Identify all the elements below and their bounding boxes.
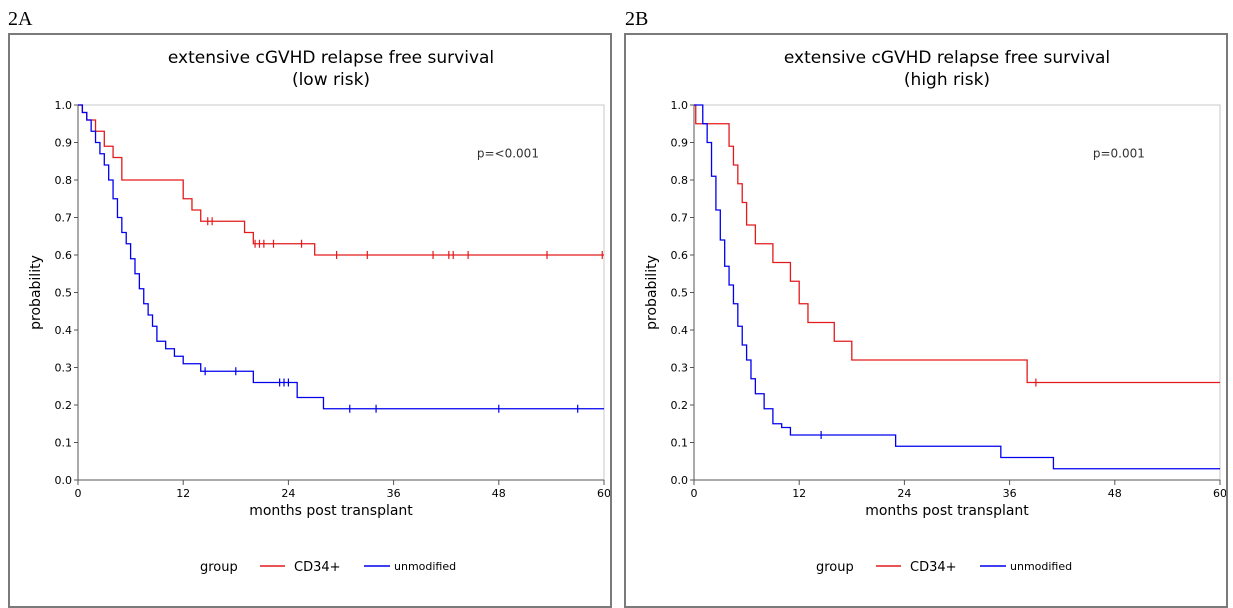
chart-title-line: (high risk): [904, 70, 990, 90]
series-line-unmodified: [78, 104, 604, 410]
series-line-unmodified: [694, 104, 1220, 470]
panel-label-2b: 2B: [625, 8, 649, 30]
chart-title-line: (low risk): [292, 70, 370, 90]
y-tick-label: 0.8: [671, 174, 689, 187]
legend-label-unmodified: unmodified: [1010, 560, 1072, 573]
x-axis-label: months post transplant: [249, 503, 413, 519]
y-tick-label: 1.0: [55, 99, 73, 112]
y-tick-label: 0.8: [55, 174, 73, 187]
y-tick-label: 0.5: [671, 287, 689, 300]
y-axis-label: probability: [28, 255, 44, 330]
chart-title-line: extensive cGVHD relapse free survival: [784, 48, 1110, 68]
y-axis-label: probability: [644, 255, 660, 330]
legend-title: group: [200, 560, 238, 575]
y-tick-label: 0.5: [55, 287, 73, 300]
panel-label-2a: 2A: [8, 8, 33, 30]
legend: group CD34+ unmodified: [816, 560, 1072, 575]
x-tick-label: 0: [691, 487, 698, 500]
x-tick-label: 24: [281, 487, 295, 500]
legend: group CD34+ unmodified: [200, 560, 456, 575]
y-tick-label: 0.9: [671, 137, 689, 150]
chart-title-line: extensive cGVHD relapse free survival: [168, 48, 494, 68]
y-tick-label: 0.7: [55, 212, 73, 225]
x-axis-label: months post transplant: [865, 503, 1029, 519]
y-tick-label: 0.1: [671, 437, 689, 450]
x-tick-label: 0: [75, 487, 82, 500]
legend-label-unmodified: unmodified: [394, 560, 456, 573]
y-tick-label: 0.6: [671, 249, 689, 262]
x-tick-label: 12: [176, 487, 190, 500]
chart-panel-low-risk: extensive cGVHD relapse free survival (lo…: [8, 33, 612, 608]
y-tick-label: 0.2: [671, 399, 689, 412]
y-tick-label: 0.4: [55, 324, 73, 337]
y-tick-label: 0.3: [671, 362, 689, 375]
y-tick-label: 0.9: [55, 137, 73, 150]
legend-title: group: [816, 560, 854, 575]
y-tick-label: 0.6: [55, 249, 73, 262]
y-tick-label: 1.0: [671, 99, 689, 112]
y-tick-label: 0.2: [55, 399, 73, 412]
y-tick-label: 0.7: [671, 212, 689, 225]
series-line-cd34: [694, 104, 1220, 384]
chart-panel-high-risk: extensive cGVHD relapse free survival (hi…: [624, 33, 1228, 608]
legend-label-cd34: CD34+: [294, 560, 341, 575]
x-tick-label: 60: [1213, 487, 1226, 500]
x-tick-label: 36: [1003, 487, 1017, 500]
y-tick-label: 0.3: [55, 362, 73, 375]
x-tick-label: 24: [897, 487, 911, 500]
x-tick-label: 36: [387, 487, 401, 500]
y-tick-label: 0.4: [671, 324, 689, 337]
km-chart-svg: extensive cGVHD relapse free survival(lo…: [28, 48, 610, 575]
km-chart-svg: extensive cGVHD relapse free survival(hi…: [644, 48, 1226, 575]
y-tick-label: 0.1: [55, 437, 73, 450]
legend-label-cd34: CD34+: [910, 560, 957, 575]
p-value-annotation: p=<0.001: [477, 147, 539, 161]
x-tick-label: 12: [792, 487, 806, 500]
x-tick-label: 48: [1108, 487, 1122, 500]
x-tick-label: 48: [492, 487, 506, 500]
plot-area: [77, 104, 605, 481]
y-tick-label: 0.0: [671, 474, 689, 487]
p-value-annotation: p=0.001: [1093, 147, 1145, 161]
series-line-cd34: [78, 104, 604, 256]
y-tick-label: 0.0: [55, 474, 73, 487]
x-tick-label: 60: [597, 487, 610, 500]
